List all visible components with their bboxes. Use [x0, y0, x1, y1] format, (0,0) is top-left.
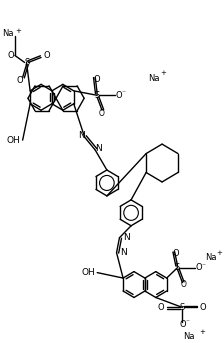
Text: O: O — [94, 75, 101, 84]
Text: +: + — [160, 70, 166, 76]
Text: +: + — [199, 329, 205, 335]
Text: O: O — [179, 320, 186, 329]
Text: O: O — [7, 51, 14, 60]
Text: O: O — [172, 249, 179, 258]
Text: S: S — [180, 303, 185, 312]
Text: N: N — [95, 144, 101, 153]
Text: Na: Na — [206, 253, 217, 262]
Text: S: S — [95, 91, 100, 100]
Text: O: O — [180, 280, 186, 289]
Text: O: O — [99, 109, 105, 118]
Text: ⁻: ⁻ — [202, 261, 206, 270]
Text: O: O — [200, 303, 207, 312]
Text: OH: OH — [7, 135, 21, 145]
Text: Na: Na — [149, 74, 160, 83]
Text: Na: Na — [183, 332, 195, 341]
Text: O: O — [44, 51, 51, 60]
Text: +: + — [216, 250, 222, 256]
Text: ⁻: ⁻ — [121, 89, 125, 98]
Text: O: O — [16, 76, 23, 85]
Text: +: + — [15, 27, 21, 34]
Text: N: N — [121, 248, 127, 257]
Text: S: S — [175, 263, 180, 272]
Text: O: O — [157, 303, 164, 312]
Text: N: N — [78, 131, 85, 140]
Text: O: O — [116, 91, 122, 100]
Text: O: O — [196, 263, 202, 272]
Text: ⁻: ⁻ — [185, 317, 189, 326]
Text: Na: Na — [2, 29, 14, 38]
Text: N: N — [123, 233, 130, 242]
Text: OH: OH — [82, 268, 95, 277]
Text: S: S — [25, 58, 30, 67]
